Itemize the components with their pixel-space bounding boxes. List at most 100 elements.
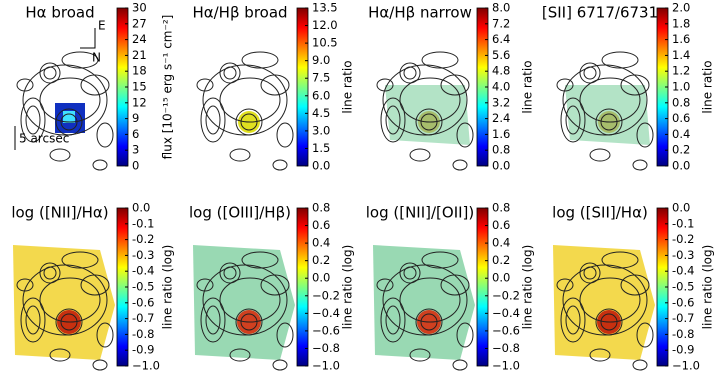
colorbar-tick-label: -0.3 bbox=[132, 248, 154, 262]
colorbar-tick-label: 0.2 bbox=[492, 253, 510, 267]
contour bbox=[420, 113, 438, 131]
map-region bbox=[385, 85, 470, 145]
colorbar-tick-label: 0.0 bbox=[312, 159, 330, 173]
colorbar-tick-label: 7.5 bbox=[312, 71, 330, 85]
contour bbox=[49, 148, 71, 162]
contour bbox=[240, 113, 258, 131]
contour bbox=[399, 77, 461, 123]
contour bbox=[600, 313, 618, 331]
colorbar-tick-label: 1.2 bbox=[672, 64, 690, 78]
colorbar-tick-label: −1.0 bbox=[492, 359, 520, 373]
contour bbox=[205, 105, 221, 135]
contour bbox=[25, 105, 41, 135]
contour bbox=[219, 77, 281, 123]
colorbar-tick-label: 1.6 bbox=[492, 127, 510, 141]
contour bbox=[632, 359, 648, 371]
colorbar-tick-label: 0.6 bbox=[492, 218, 510, 232]
colorbar-label: flux [10⁻¹⁵ erg s⁻¹ cm⁻²] bbox=[161, 15, 175, 160]
contour bbox=[589, 348, 611, 362]
contour bbox=[452, 359, 468, 371]
compass bbox=[80, 28, 96, 49]
contour bbox=[39, 277, 101, 323]
contour bbox=[196, 78, 214, 92]
colorbar-tick-label: -0.9 bbox=[672, 343, 694, 357]
annotation: 5 arcsec bbox=[19, 132, 69, 146]
contour bbox=[409, 148, 431, 162]
panel-title: log ([NII]/[OII]) bbox=[366, 204, 475, 222]
colorbar-tick-label: 0.4 bbox=[492, 236, 510, 250]
colorbar-tick-label: −0.2 bbox=[492, 288, 520, 302]
contour bbox=[61, 251, 99, 269]
contour bbox=[636, 322, 654, 348]
panel: log ([NII]/[OII]) 0.8 0.6 0.4 0.2 0.0 −0.2 −0.4… bbox=[366, 201, 535, 373]
colorbar-tick-label: 0.0 bbox=[492, 271, 510, 285]
contour bbox=[376, 78, 394, 92]
colorbar-tick-label: -0.7 bbox=[672, 311, 694, 325]
contour bbox=[560, 297, 586, 343]
colorbar-tick-label: 5.6 bbox=[492, 48, 510, 62]
contour bbox=[240, 313, 258, 331]
contour bbox=[202, 64, 288, 136]
colorbar-tick-label: -0.2 bbox=[672, 232, 694, 246]
contour bbox=[196, 278, 214, 292]
panel-title: log ([SII]/Hα) bbox=[552, 204, 648, 222]
contour bbox=[632, 159, 648, 171]
colorbar-tick-label: -0.7 bbox=[132, 311, 154, 325]
contour bbox=[382, 264, 468, 336]
colorbar-tick-label: 24 bbox=[132, 32, 147, 46]
colorbar bbox=[296, 207, 309, 367]
contour bbox=[219, 277, 281, 323]
panel: Hα/Hβ narrow 0.0 0.8 1.6 2.4 3.24.0 4.8 5.6 6.4 7… bbox=[368, 1, 534, 173]
map-region bbox=[553, 245, 655, 360]
contour bbox=[565, 105, 581, 135]
colorbar-tick-label: 0 bbox=[132, 159, 139, 173]
colorbar-label: line ratio (log) bbox=[521, 245, 535, 330]
contour bbox=[376, 278, 394, 292]
contour bbox=[25, 305, 41, 335]
colorbar-tick-label: -0.8 bbox=[672, 327, 694, 341]
colorbar-tick-label: -0.3 bbox=[672, 248, 694, 262]
colorbar-tick-label: 30 bbox=[132, 1, 147, 15]
panel-title: Hα/Hβ narrow bbox=[368, 4, 472, 22]
contour bbox=[399, 277, 461, 323]
colorbar-tick-label: 27 bbox=[132, 16, 147, 30]
panel-title: [SII] 6717/6731 bbox=[542, 4, 658, 22]
contour bbox=[205, 305, 221, 335]
contour bbox=[22, 64, 108, 136]
colorbar-tick-label: 1.8 bbox=[672, 16, 690, 30]
colorbar-tick-label: 1.6 bbox=[672, 32, 690, 46]
colorbar-tick-label: −1.0 bbox=[672, 359, 700, 373]
contour bbox=[385, 305, 401, 335]
contour bbox=[241, 251, 279, 269]
colorbar-tick-label: 4.0 bbox=[492, 80, 510, 94]
contour bbox=[452, 159, 468, 171]
colorbar-tick-label: 0.2 bbox=[312, 253, 330, 267]
colorbar-tick-label: 0.8 bbox=[492, 201, 510, 215]
map-region bbox=[193, 245, 295, 360]
panel: log ([NII]/Hα) 0.0-0.1-0.2-0.3-0.4-0.5-0.… bbox=[11, 201, 174, 373]
colorbar-tick-label: 12.0 bbox=[312, 18, 338, 32]
colorbar-tick-label: 0.6 bbox=[672, 111, 690, 125]
colorbar-label: line ratio bbox=[701, 60, 715, 113]
colorbar-tick-label: −0.6 bbox=[492, 323, 520, 337]
colorbar-tick-label: 0.0 bbox=[492, 159, 510, 173]
contour bbox=[229, 348, 251, 362]
colorbar-tick-label: 9 bbox=[132, 111, 139, 125]
contour bbox=[556, 278, 574, 292]
contour bbox=[636, 122, 654, 148]
colorbar-tick-label: 0.0 bbox=[672, 159, 690, 173]
colorbar-tick-label: 4.8 bbox=[492, 64, 510, 78]
colorbar-label: line ratio (log) bbox=[161, 245, 175, 330]
contour bbox=[579, 77, 641, 123]
colorbar-tick-label: 0.6 bbox=[312, 218, 330, 232]
contour bbox=[202, 264, 288, 336]
contour bbox=[16, 78, 34, 92]
panel: Hα/Hβ broad 0.0 1.5 3.0 4.5 6.0 7.5 9.0 10.5 12.0… bbox=[192, 1, 354, 173]
contour bbox=[380, 97, 406, 143]
contour bbox=[20, 97, 46, 143]
contour bbox=[60, 313, 78, 331]
contour bbox=[601, 51, 639, 69]
contour bbox=[92, 159, 108, 171]
panel: [SII] 6717/6731 0.0 0.2 0.4 0.6 0.81.0 1.2 1.4 1… bbox=[542, 1, 715, 173]
contour bbox=[562, 264, 648, 336]
